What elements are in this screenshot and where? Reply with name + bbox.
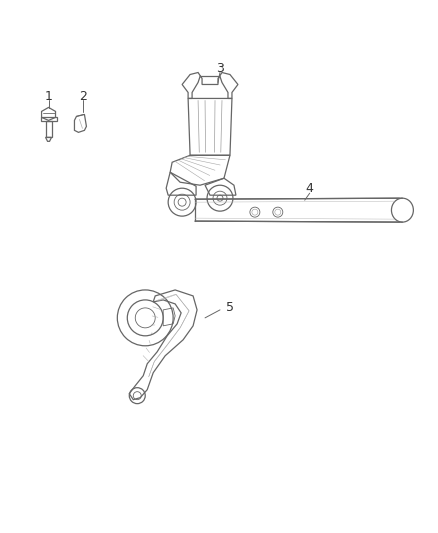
Text: 4: 4 xyxy=(306,182,314,195)
Text: 3: 3 xyxy=(216,62,224,75)
Text: 1: 1 xyxy=(45,90,53,103)
Text: 5: 5 xyxy=(226,301,234,314)
Text: 2: 2 xyxy=(79,90,87,103)
